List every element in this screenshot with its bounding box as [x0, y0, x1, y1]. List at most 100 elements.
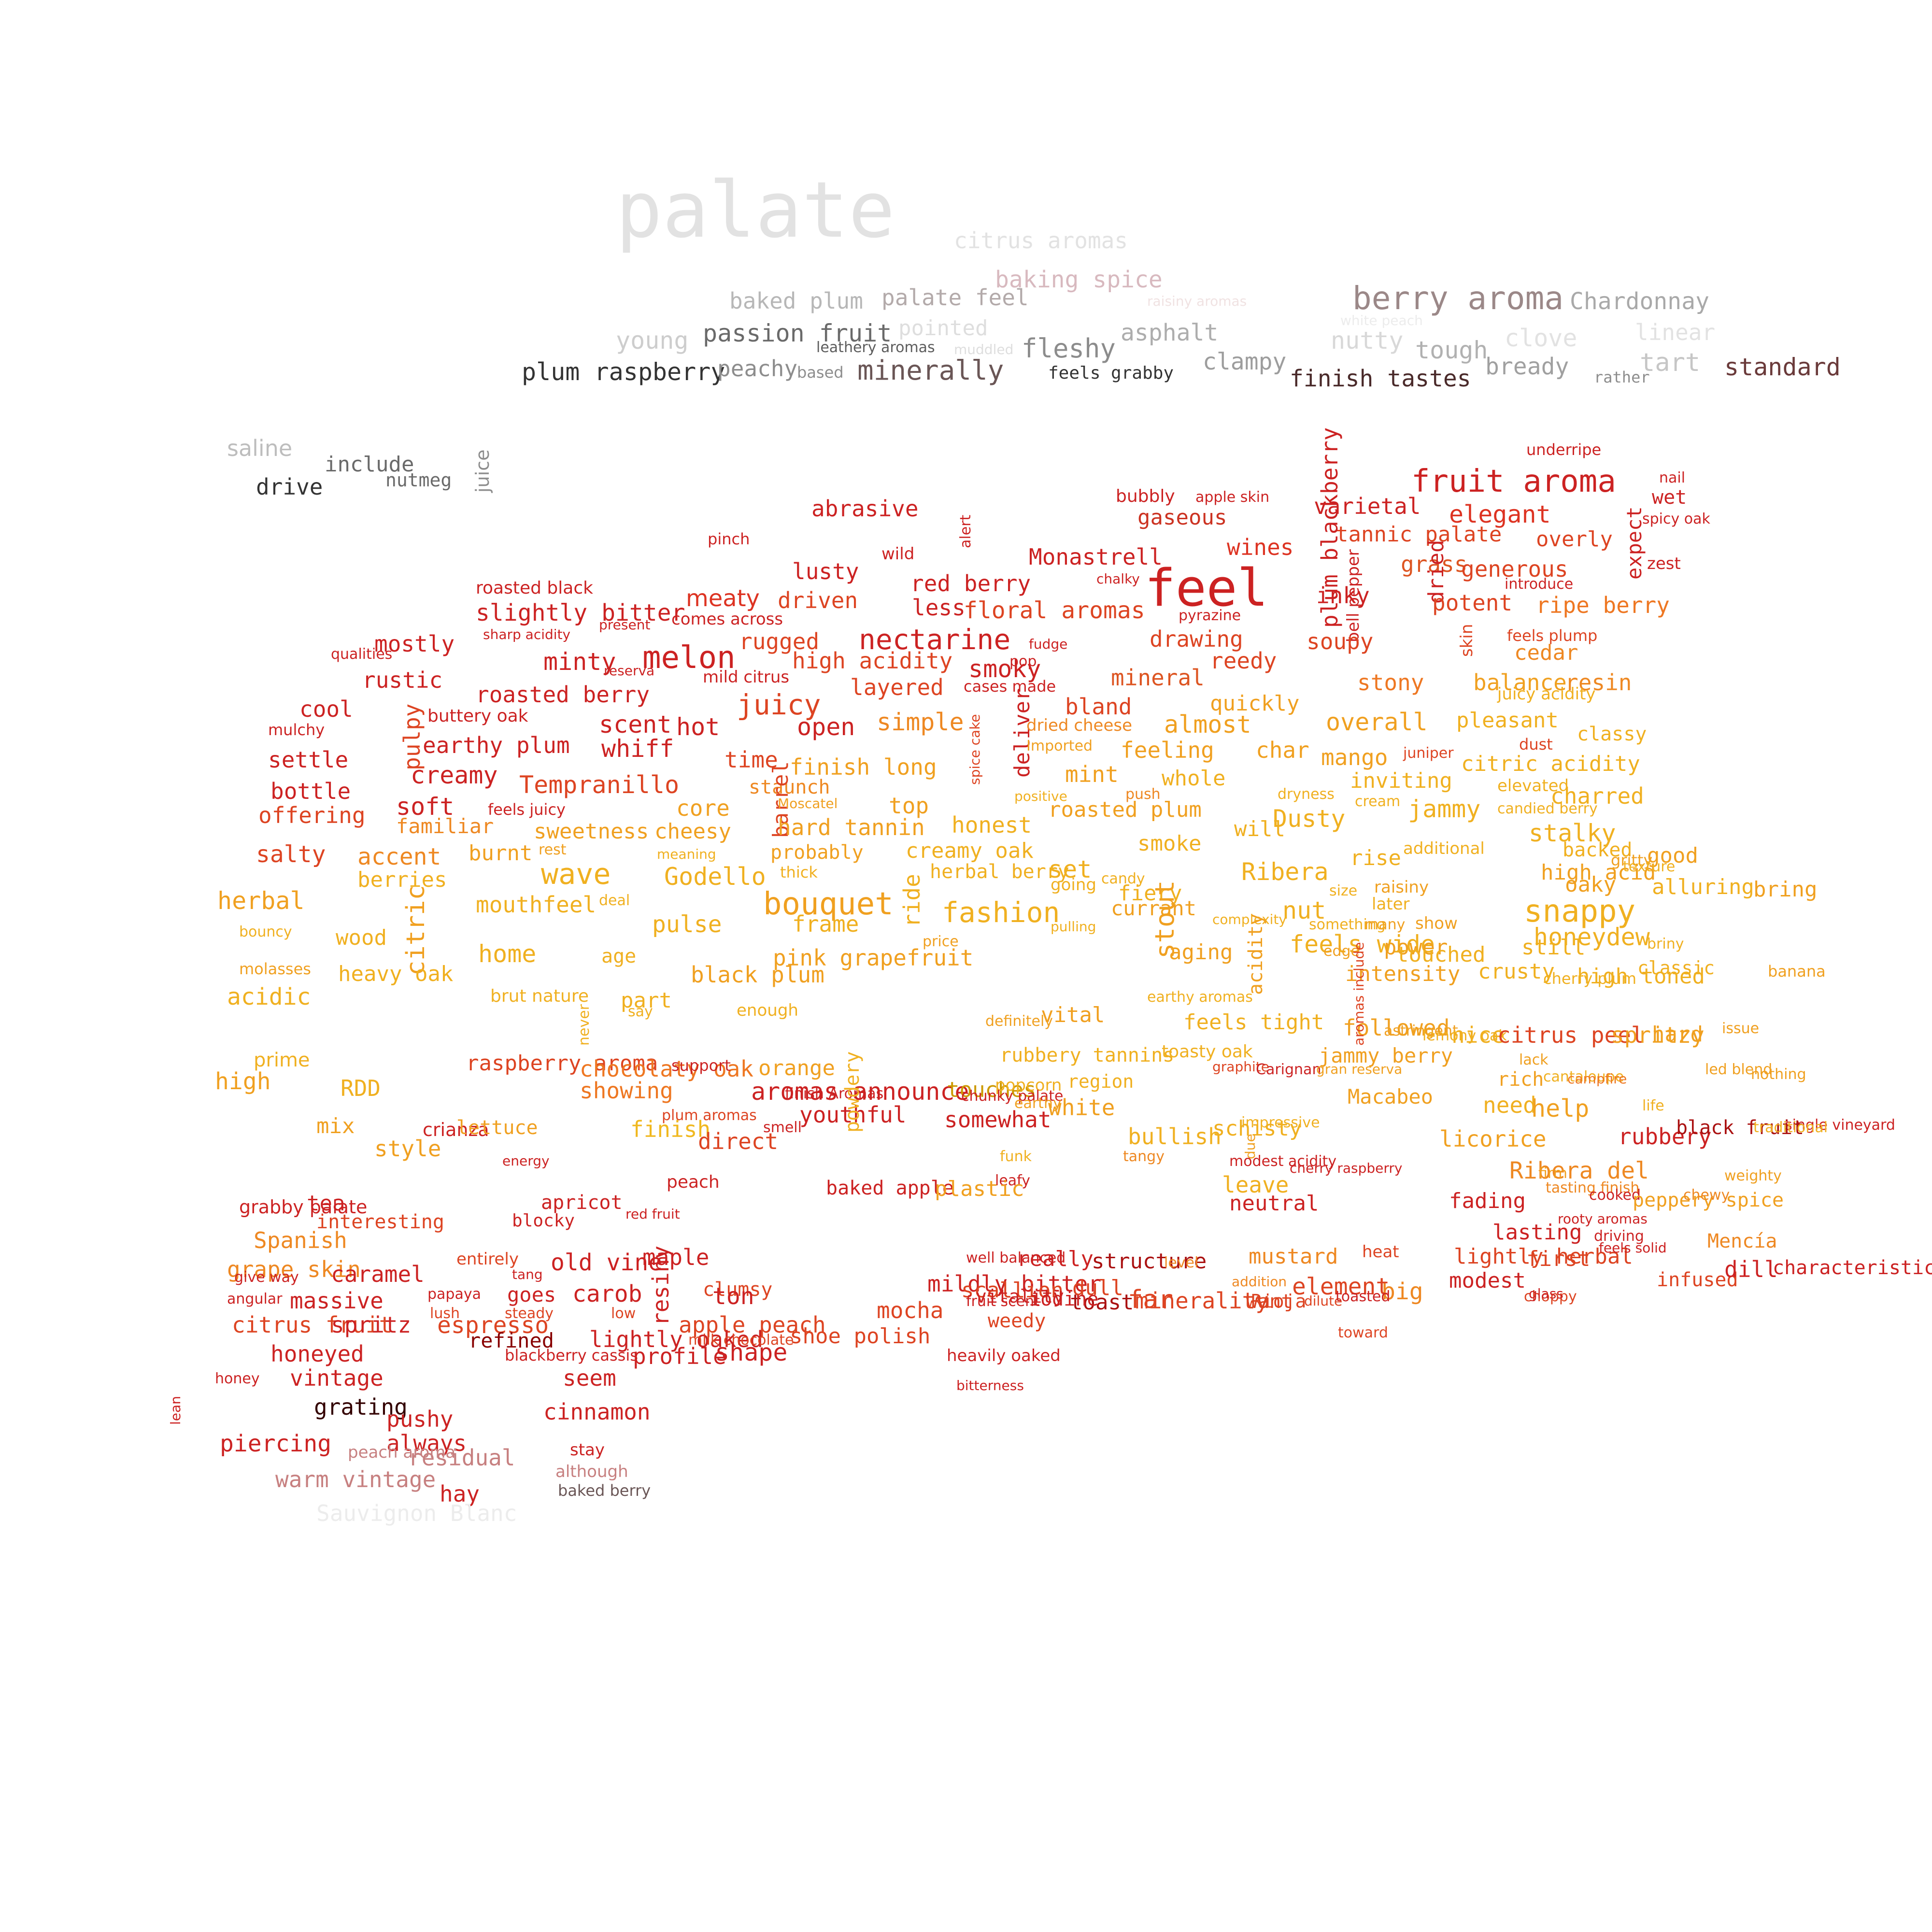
word-godello: Godello: [664, 863, 766, 891]
word-high-acidity: high acidity: [792, 648, 953, 674]
word-balance: balance: [1473, 669, 1567, 696]
word-clampy: clampy: [1203, 348, 1287, 375]
word-introduce: introduce: [1505, 576, 1574, 593]
word-accent: accent: [357, 843, 441, 870]
word-buttery-oak: buttery oak: [427, 706, 528, 726]
word-slightly-bitter: slightly bitter: [476, 599, 685, 626]
word-tang: tang: [512, 1266, 543, 1282]
word-crianza: crianza: [423, 1119, 489, 1140]
word-help: help: [1531, 1094, 1590, 1122]
word-roasted-plum: roasted plum: [1048, 797, 1202, 822]
word-complexity: complexity: [1212, 911, 1287, 927]
word-staunch: staunch: [749, 776, 830, 798]
word-gaseous: gaseous: [1137, 505, 1227, 530]
word-many: many: [1364, 916, 1406, 933]
word-honeydew: honeydew: [1534, 923, 1650, 951]
word-lusty: lusty: [792, 558, 859, 584]
word-meaty: meaty: [686, 585, 760, 612]
word-tangy: tangy: [1123, 1148, 1165, 1165]
word-alluring: alluring: [1652, 875, 1754, 899]
word-high-acid: high acid: [1541, 860, 1656, 885]
word-burnt: burnt: [469, 841, 533, 866]
word-based: based: [797, 363, 844, 382]
word-plum-aromas: plum aromas: [662, 1107, 757, 1124]
word-weedy: weedy: [988, 1310, 1046, 1332]
word-heavy-oak: heavy oak: [338, 962, 454, 986]
word-baked-apple: baked apple: [826, 1177, 954, 1199]
word-stalky: stalky: [1529, 819, 1616, 847]
word-traditional: traditional: [1753, 1119, 1828, 1136]
word-pink-grapefruit: pink grapefruit: [773, 945, 974, 971]
word-black-plum: black plum: [691, 962, 824, 988]
word-oaky: oaky: [1565, 872, 1616, 897]
word-molasses: molasses: [239, 960, 311, 978]
word-energy: energy: [502, 1153, 550, 1169]
word-lightly-herbal: lightly herbal: [1454, 1244, 1633, 1269]
word-nice: nice: [1451, 1022, 1505, 1048]
word-driving: driving: [1594, 1228, 1644, 1245]
word-honey: honey: [215, 1370, 260, 1387]
word-skin: skin: [1457, 624, 1477, 657]
word-youthful: youthful: [799, 1102, 907, 1128]
word-wines: wines: [1227, 534, 1294, 560]
word-asphalt: asphalt: [1121, 319, 1219, 346]
word-addition: addition: [1232, 1274, 1287, 1290]
word-mouthfeel: mouthfeel: [476, 892, 597, 918]
word-papaya: papaya: [427, 1286, 481, 1303]
word-plum-blackberry: plum blackberry: [1317, 427, 1343, 628]
word-apple-peach: apple peach: [679, 1312, 826, 1338]
word-overly: overly: [1536, 527, 1613, 552]
word-cantaloupe: cantaloupe: [1543, 1068, 1624, 1085]
word-finish-long: finish long: [790, 754, 937, 780]
word-simple: simple: [877, 708, 964, 736]
word-creamy: creamy: [411, 761, 498, 789]
word-power: power: [1384, 935, 1448, 960]
word-less: less: [912, 595, 966, 621]
word-earthy-plum: earthy plum: [423, 732, 570, 758]
word-herbal: herbal: [217, 887, 305, 915]
word-rooty-aromas: rooty aromas: [1558, 1211, 1648, 1227]
word-earthy: earthy: [1014, 1095, 1062, 1112]
word-minerally: minerally: [857, 355, 1004, 386]
word-baked-berry: baked berry: [558, 1481, 651, 1500]
word-later: later: [1372, 895, 1410, 914]
word-scallion: scallion: [961, 1278, 1064, 1303]
word-will: will: [1234, 817, 1285, 841]
word-part: part: [621, 988, 672, 1013]
word-peachy: peachy: [717, 355, 798, 382]
word-milk-chocolate: milk chocolate: [688, 1332, 794, 1349]
word-size: size: [1329, 882, 1358, 899]
word-crusty: crusty: [1478, 959, 1555, 984]
word-bland: bland: [1065, 694, 1132, 720]
word-peach: peach: [667, 1172, 720, 1192]
word-cherry-raspberry: cherry raspberry: [1290, 1160, 1403, 1176]
word-bottle: bottle: [270, 778, 351, 804]
word-lettuce: lettuce: [456, 1117, 538, 1139]
word-mustard: mustard: [1249, 1244, 1338, 1269]
word-inky: inky: [1316, 582, 1370, 609]
word-honest: honest: [952, 812, 1032, 838]
word-scent: scent: [599, 710, 672, 739]
word-mencia: Mencía: [1707, 1230, 1777, 1252]
word-somewhat: somewhat: [944, 1107, 1051, 1133]
word-need: need: [1483, 1092, 1536, 1118]
word-clove: clove: [1505, 324, 1577, 352]
word-berries: berries: [357, 867, 447, 892]
word-followed: followed: [1343, 1015, 1450, 1041]
word-sweetness: sweetness: [534, 819, 649, 844]
word-astringent: astringent: [1384, 1023, 1458, 1039]
word-toasted: toasted: [1335, 1288, 1391, 1305]
word-mocha: mocha: [877, 1297, 944, 1323]
word-mostly: mostly: [374, 631, 455, 657]
word-intensity: intensity: [1345, 962, 1461, 986]
word-toasty-oak: toasty oak: [1162, 1042, 1253, 1062]
word-peach-aroma: peach aroma: [348, 1443, 456, 1462]
word-frame: frame: [792, 911, 859, 937]
word-dill: dill: [1724, 1256, 1778, 1282]
word-pushy: pushy: [386, 1406, 454, 1432]
word-jammy: jammy: [1408, 795, 1481, 823]
word-inviting: inviting: [1350, 768, 1452, 793]
word-positive: positive: [1014, 788, 1067, 804]
word-mix: mix: [316, 1114, 355, 1138]
word-nothing: nothing: [1751, 1066, 1806, 1083]
